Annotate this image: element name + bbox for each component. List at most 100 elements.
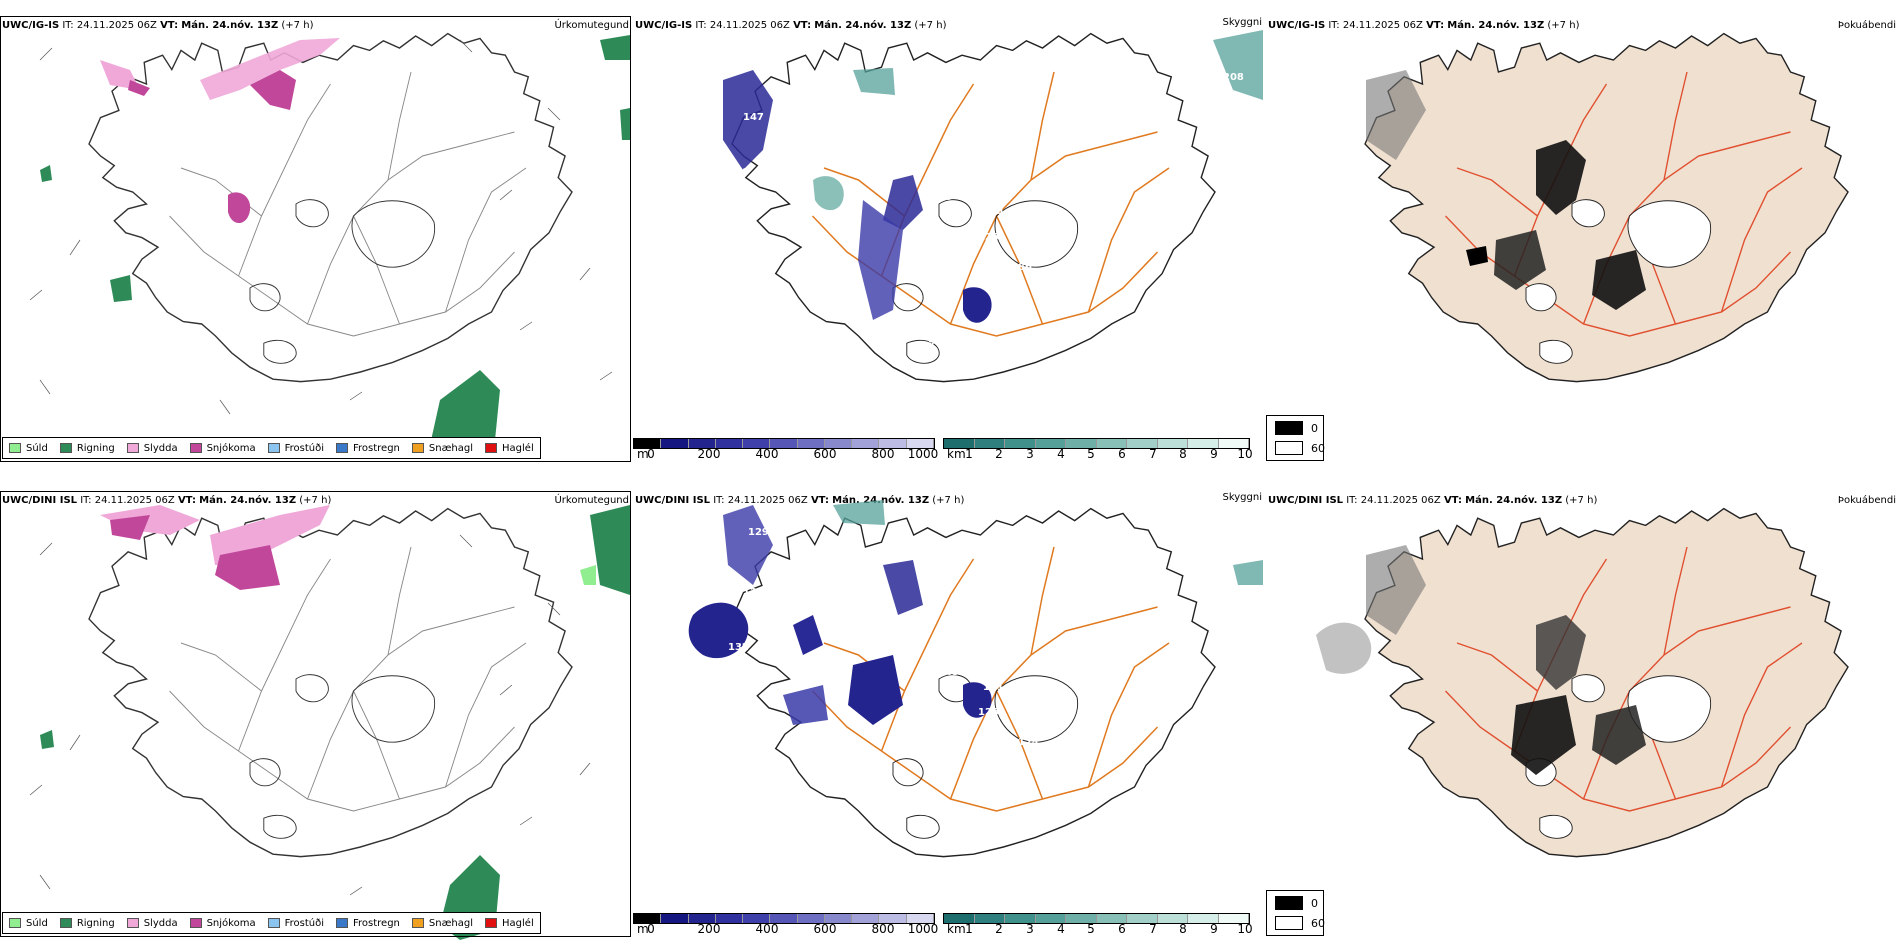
fog-legend-label: 0 <box>1311 421 1318 435</box>
visibility-value-label: 124 <box>743 587 764 598</box>
legend-swatch <box>485 443 498 453</box>
tick-label: 7 <box>1149 922 1157 936</box>
colorbar-segment <box>974 914 1005 923</box>
colorbar-segment <box>1005 439 1036 448</box>
visibility-value-label: 208 <box>1223 72 1244 83</box>
vis-m-colorbar <box>633 438 935 449</box>
visibility-value-label: 147 <box>743 112 764 123</box>
visibility-panel-top: UWC/IG-IS IT: 24.11.2025 06Z VT: Mán. 24… <box>633 0 1266 475</box>
visibility-value-label: 132 <box>728 642 749 653</box>
fog-areas <box>1366 70 1646 310</box>
fog-legend-item: 0 <box>1275 421 1318 435</box>
tick-label: 1000 <box>907 922 939 936</box>
colorbar-segment <box>906 439 934 448</box>
panel-header: UWC/DINI ISL IT: 24.11.2025 06Z VT: Mán.… <box>1268 494 1896 508</box>
it-label: IT: <box>62 20 74 31</box>
legend-item: Rigning <box>59 443 115 454</box>
panel-title: Þokuábendi <box>1837 20 1896 31</box>
model-name: UWC/DINI ISL <box>1268 495 1344 506</box>
vis-m-colorbar <box>633 913 935 924</box>
it-value: 24.11.2025 06Z <box>76 20 157 31</box>
lead-time: (+7 h) <box>281 20 314 31</box>
legend-label: Snæhagl <box>428 442 474 454</box>
vis-m-ticks: m 0 200 400 600 800 1000 <box>633 922 943 936</box>
panel-title: Úrkomutegund <box>554 20 629 31</box>
legend-label: Súld <box>26 442 48 454</box>
panel-title: Skyggni <box>1222 492 1262 503</box>
tick-label: 3 <box>1026 447 1034 461</box>
fog-legend-item: 0 <box>1275 896 1318 910</box>
tick-label: 10 <box>1237 922 1253 936</box>
unit-label: m <box>637 447 649 461</box>
model-name: UWC/DINI ISL <box>2 495 78 506</box>
it-label: IT: <box>80 495 92 506</box>
colorbar-segment <box>743 914 771 923</box>
low-visibility-areas <box>723 30 1263 323</box>
it-label: IT: <box>713 495 725 506</box>
legend-label: Frostúði <box>284 442 324 454</box>
legend-label: Súld <box>26 917 48 929</box>
it-value: 24.11.2025 06Z <box>727 495 808 506</box>
tick-label: 800 <box>871 447 895 461</box>
fog-legend: 0 60 <box>1266 890 1325 936</box>
colorbar-segment <box>944 914 975 923</box>
colorbar-segment <box>824 439 853 448</box>
legend-swatch <box>411 443 424 453</box>
vt-value: Mán. 24.nóv. 13Z <box>1465 495 1563 506</box>
legend-label: Frostregn <box>353 917 400 929</box>
colorbar-segment <box>1188 439 1219 448</box>
tick-label: 600 <box>813 447 837 461</box>
legend-swatch <box>267 918 280 928</box>
visibility-value-labels: 654 213 208 147 180 96 104 125 137 86 98 <box>728 47 1244 348</box>
lead-time: (+7 h) <box>299 495 332 506</box>
visibility-map: 129 158 116 124 132 145 101 126 132 124 <box>688 500 1263 858</box>
lead-time: (+7 h) <box>1565 495 1598 506</box>
ptype-legend: Súld Rigning Slydda Snjókoma Frostúði Fr… <box>2 437 541 459</box>
visibility-value-label: 132 <box>933 727 954 738</box>
vt-label: VT: <box>177 495 196 506</box>
visibility-value-label: 125 <box>978 232 999 243</box>
tick-label: 2 <box>995 447 1003 461</box>
tick-label: 1 <box>965 447 973 461</box>
colorbar-segment <box>661 439 689 448</box>
tick-label: 8 <box>1179 922 1187 936</box>
ptype-panel-top: UWC/IG-IS IT: 24.11.2025 06Z VT: Mán. 24… <box>0 0 633 475</box>
vis-km-colorbar <box>943 438 1250 449</box>
colorbar-segment <box>1127 439 1158 448</box>
legend-item: Snjókoma <box>189 918 256 929</box>
legend-item: Haglél <box>485 918 534 929</box>
legend-swatch <box>189 443 202 453</box>
colorbar-segment <box>852 914 880 923</box>
it-value: 24.11.2025 06Z <box>1342 20 1423 31</box>
legend-item: Snjókoma <box>189 443 256 454</box>
wind-barbs <box>29 534 591 896</box>
legend-swatch <box>267 443 280 453</box>
legend-item: Frostúði <box>267 918 324 929</box>
fog-legend-label: 60 <box>1311 441 1325 455</box>
colorbar-segment <box>1188 914 1219 923</box>
fog-swatch <box>1275 421 1303 435</box>
visibility-value-label: 96 <box>938 192 952 203</box>
ptype-map <box>29 505 630 940</box>
ptype-legend: Súld Rigning Slydda Snjókoma Frostúði Fr… <box>2 912 541 934</box>
tick-label: 5 <box>1087 447 1095 461</box>
colorbar-segment <box>1096 914 1127 923</box>
visibility-value-label: 180 <box>728 167 749 178</box>
colorbar-segment <box>688 914 716 923</box>
tick-label: 5 <box>1087 922 1095 936</box>
visibility-panel-bottom: UWC/DINI ISL IT: 24.11.2025 06Z VT: Mán.… <box>633 475 1266 950</box>
colorbar-segment <box>634 439 662 448</box>
visibility-value-label: 158 <box>1193 522 1214 533</box>
tick-label: 9 <box>1210 447 1218 461</box>
vt-label: VT: <box>1426 20 1445 31</box>
visibility-value-label: 654 <box>748 52 769 63</box>
colorbar-segment <box>743 439 771 448</box>
vt-value: Mán. 24.nóv. 13Z <box>814 20 912 31</box>
fog-panel-top: UWC/IG-IS IT: 24.11.2025 06Z VT: Mán. 24… <box>1266 0 1900 475</box>
colorbar-segment <box>770 439 798 448</box>
colorbar-segment <box>879 914 907 923</box>
vt-label: VT: <box>1443 495 1462 506</box>
legend-label: Haglél <box>502 442 534 454</box>
panel-header: UWC/IG-IS IT: 24.11.2025 06Z VT: Mán. 24… <box>2 19 629 33</box>
lead-time: (+7 h) <box>932 495 965 506</box>
